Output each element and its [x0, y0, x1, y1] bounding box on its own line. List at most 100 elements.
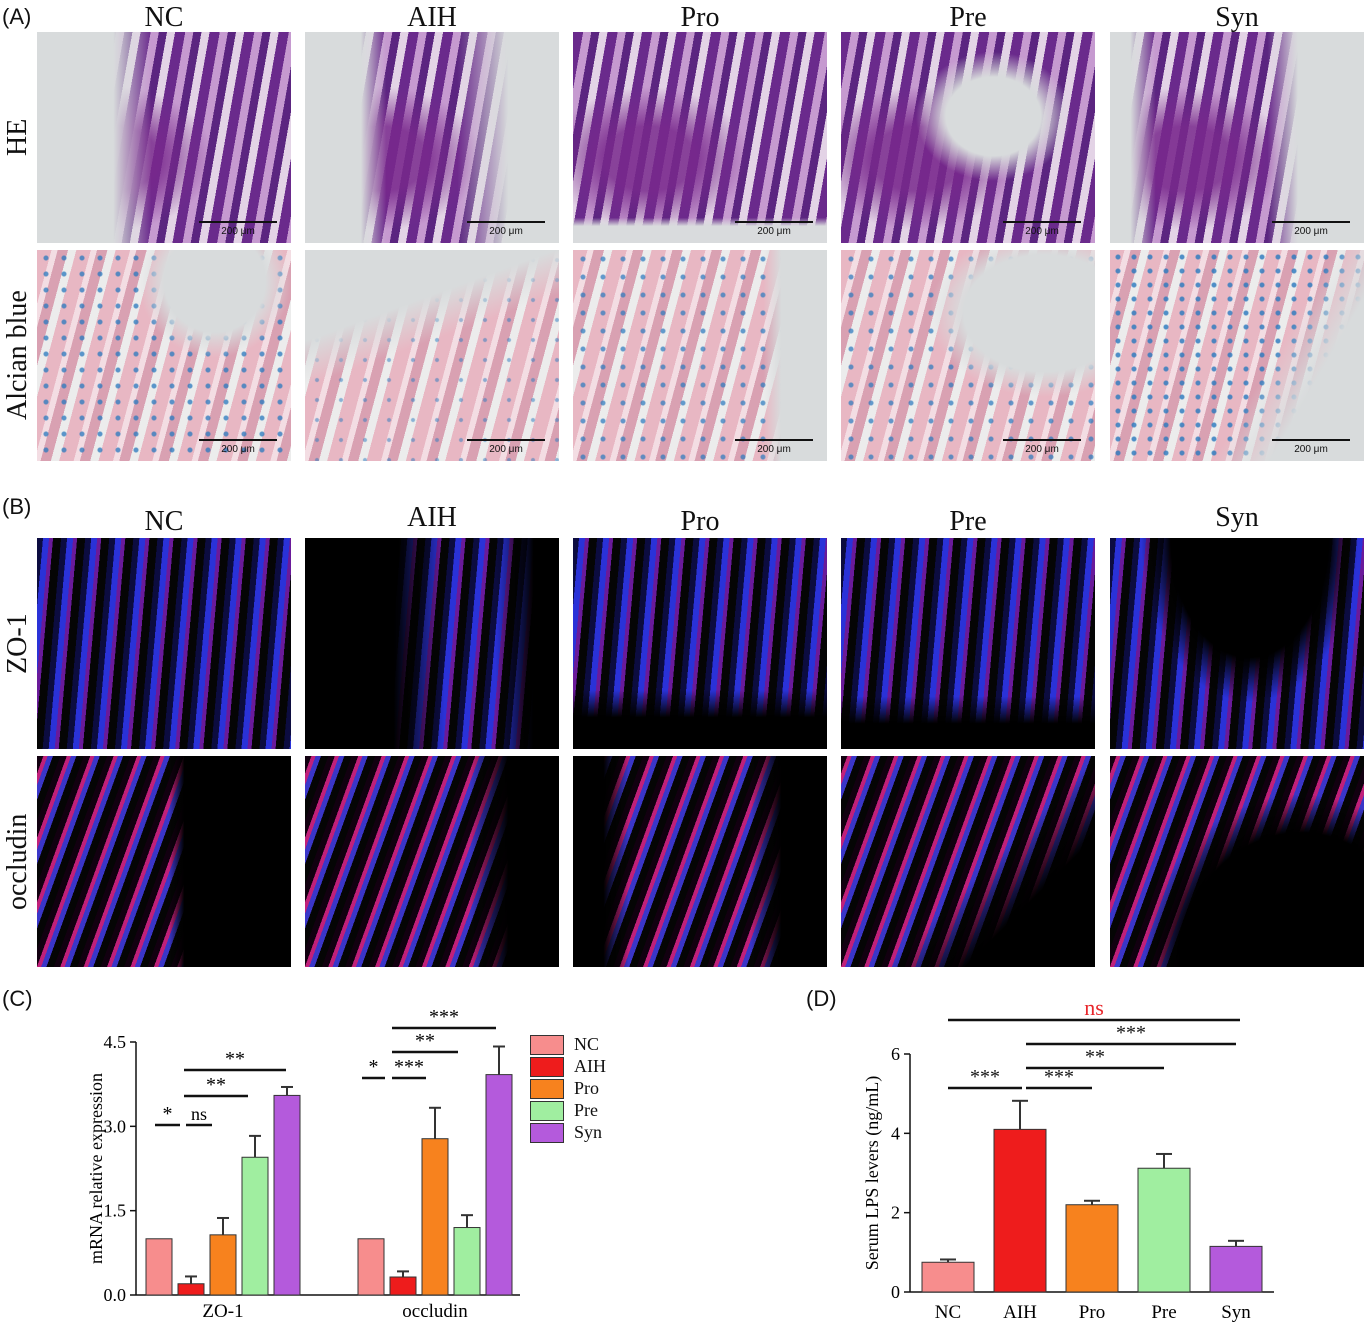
x-tick-label: Pro	[1079, 1302, 1105, 1323]
panel-a-row-alcian: Alcian blue	[2, 290, 33, 421]
scale-bar: 200 μm	[1003, 439, 1081, 455]
chart-c-mrna-expression: 0.0 1.5 3.0 4.5 mRNA relative expression ZO-1…	[86, 1006, 520, 1322]
panel-b-row-occludin: occludin	[2, 813, 33, 910]
panel-b-col-aih: AIH	[407, 502, 457, 533]
alcian-micrograph-syn: 200 μm	[1110, 250, 1364, 461]
y-tick-label: 0.0	[104, 1285, 127, 1305]
legend-item-pre: Pre	[530, 1100, 598, 1121]
he-micrograph-aih: 200 μm	[305, 32, 559, 243]
scale-bar: 200 μm	[199, 439, 277, 455]
scale-bar: 200 μm	[1272, 221, 1350, 237]
alcian-micrograph-pro: 200 μm	[573, 250, 827, 461]
significance-label: ***	[970, 1066, 1000, 1088]
bar	[1137, 1167, 1191, 1293]
legend-item-nc: NC	[530, 1034, 599, 1055]
y-tick-label: 2	[891, 1203, 900, 1223]
y-tick-label: 4	[891, 1123, 900, 1143]
he-micrograph-pro: 200 μm	[573, 32, 827, 243]
panel-b-row-zo1: ZO-1	[2, 613, 33, 674]
significance-label: **	[225, 1048, 245, 1070]
panel-a-col-nc: NC	[144, 2, 184, 33]
panel-d-label: (D)	[806, 986, 837, 1011]
panel-c-label: (C)	[2, 986, 33, 1011]
bar	[453, 1227, 481, 1296]
zo1-fluorescence-pro	[573, 538, 827, 749]
y-axis-label: mRNA relative expression	[86, 1073, 106, 1264]
x-tick-label: occludin	[402, 1301, 468, 1322]
alcian-micrograph-aih: 200 μm	[305, 250, 559, 461]
scale-bar: 200 μm	[1003, 221, 1081, 237]
significance-label: **	[1085, 1046, 1105, 1068]
significance-label: ns	[191, 1104, 207, 1124]
bar	[421, 1138, 449, 1296]
legend-item-syn: Syn	[530, 1122, 602, 1143]
panel-a-col-syn: Syn	[1215, 2, 1259, 33]
bar	[1209, 1245, 1263, 1293]
occludin-fluorescence-pro	[573, 756, 827, 967]
legend-item-aih: AIH	[530, 1056, 606, 1077]
zo1-fluorescence-syn	[1110, 538, 1364, 749]
y-tick-label: 4.5	[104, 1032, 127, 1052]
panel-b-col-pro: Pro	[680, 506, 720, 537]
significance-label: *	[163, 1103, 173, 1125]
panel-b-label: (B)	[2, 494, 32, 519]
alcian-micrograph-pre: 200 μm	[841, 250, 1095, 461]
bar	[145, 1238, 173, 1296]
bar	[485, 1074, 513, 1296]
zo1-fluorescence-pre	[841, 538, 1095, 749]
occludin-fluorescence-aih	[305, 756, 559, 967]
he-micrograph-pre: 200 μm	[841, 32, 1095, 243]
scale-bar: 200 μm	[467, 439, 545, 455]
significance-label: **	[206, 1074, 226, 1096]
x-tick-label: NC	[935, 1302, 961, 1323]
scale-bar: 200 μm	[467, 221, 545, 237]
occludin-fluorescence-nc	[37, 756, 291, 967]
occludin-fluorescence-pre	[841, 756, 1095, 967]
bar	[241, 1156, 269, 1296]
bar	[209, 1234, 237, 1296]
bar	[273, 1094, 301, 1296]
significance-label: ***	[1044, 1066, 1074, 1088]
panel-a-col-pro: Pro	[680, 2, 720, 33]
occludin-fluorescence-syn	[1110, 756, 1364, 967]
he-micrograph-nc: 200 μm	[37, 32, 291, 243]
x-tick-label: Syn	[1221, 1302, 1251, 1323]
panel-b-col-syn: Syn	[1215, 502, 1259, 533]
scale-bar: 200 μm	[1272, 439, 1350, 455]
x-tick-label: ZO-1	[202, 1301, 243, 1322]
panel-a-label: (A)	[2, 4, 32, 29]
bar	[177, 1283, 205, 1296]
significance-label: ***	[429, 1006, 459, 1028]
significance-label: **	[415, 1030, 435, 1052]
y-tick-label: 1.5	[104, 1201, 127, 1221]
zo1-fluorescence-aih	[305, 538, 559, 749]
bar	[921, 1261, 975, 1293]
scale-bar: 200 μm	[735, 439, 813, 455]
y-axis-label: Serum LPS levers (ng/mL)	[862, 1076, 883, 1270]
y-tick-label: 6	[891, 1044, 900, 1064]
bar	[1065, 1204, 1119, 1293]
legend-item-pro: Pro	[530, 1078, 599, 1099]
he-micrograph-syn: 200 μm	[1110, 32, 1364, 243]
significance-label: ns	[1084, 995, 1104, 1020]
bar	[993, 1128, 1047, 1293]
bar	[357, 1238, 385, 1296]
y-tick-label: 0	[891, 1282, 900, 1302]
significance-label: *	[369, 1056, 379, 1078]
panel-a-col-aih: AIH	[407, 2, 457, 33]
significance-label: ***	[1116, 1022, 1146, 1044]
alcian-micrograph-nc: 200 μm	[37, 250, 291, 461]
scale-bar: 200 μm	[199, 221, 277, 237]
x-tick-label: AIH	[1003, 1302, 1037, 1323]
x-tick-label: Pre	[1151, 1302, 1176, 1323]
panel-a-col-pre: Pre	[949, 2, 987, 33]
significance-label: ***	[394, 1056, 424, 1078]
y-tick-label: 3.0	[104, 1116, 127, 1136]
chart-d-serum-lps: 0 2 4 6 Serum LPS levers (ng/mL) NC AIH Pro Pre S…	[862, 995, 1274, 1323]
panel-b-col-nc: NC	[144, 506, 184, 537]
panel-b-col-pre: Pre	[949, 506, 987, 537]
bar	[389, 1276, 417, 1296]
scale-bar: 200 μm	[735, 221, 813, 237]
zo1-fluorescence-nc	[37, 538, 291, 749]
panel-a-row-he: HE	[2, 118, 33, 157]
